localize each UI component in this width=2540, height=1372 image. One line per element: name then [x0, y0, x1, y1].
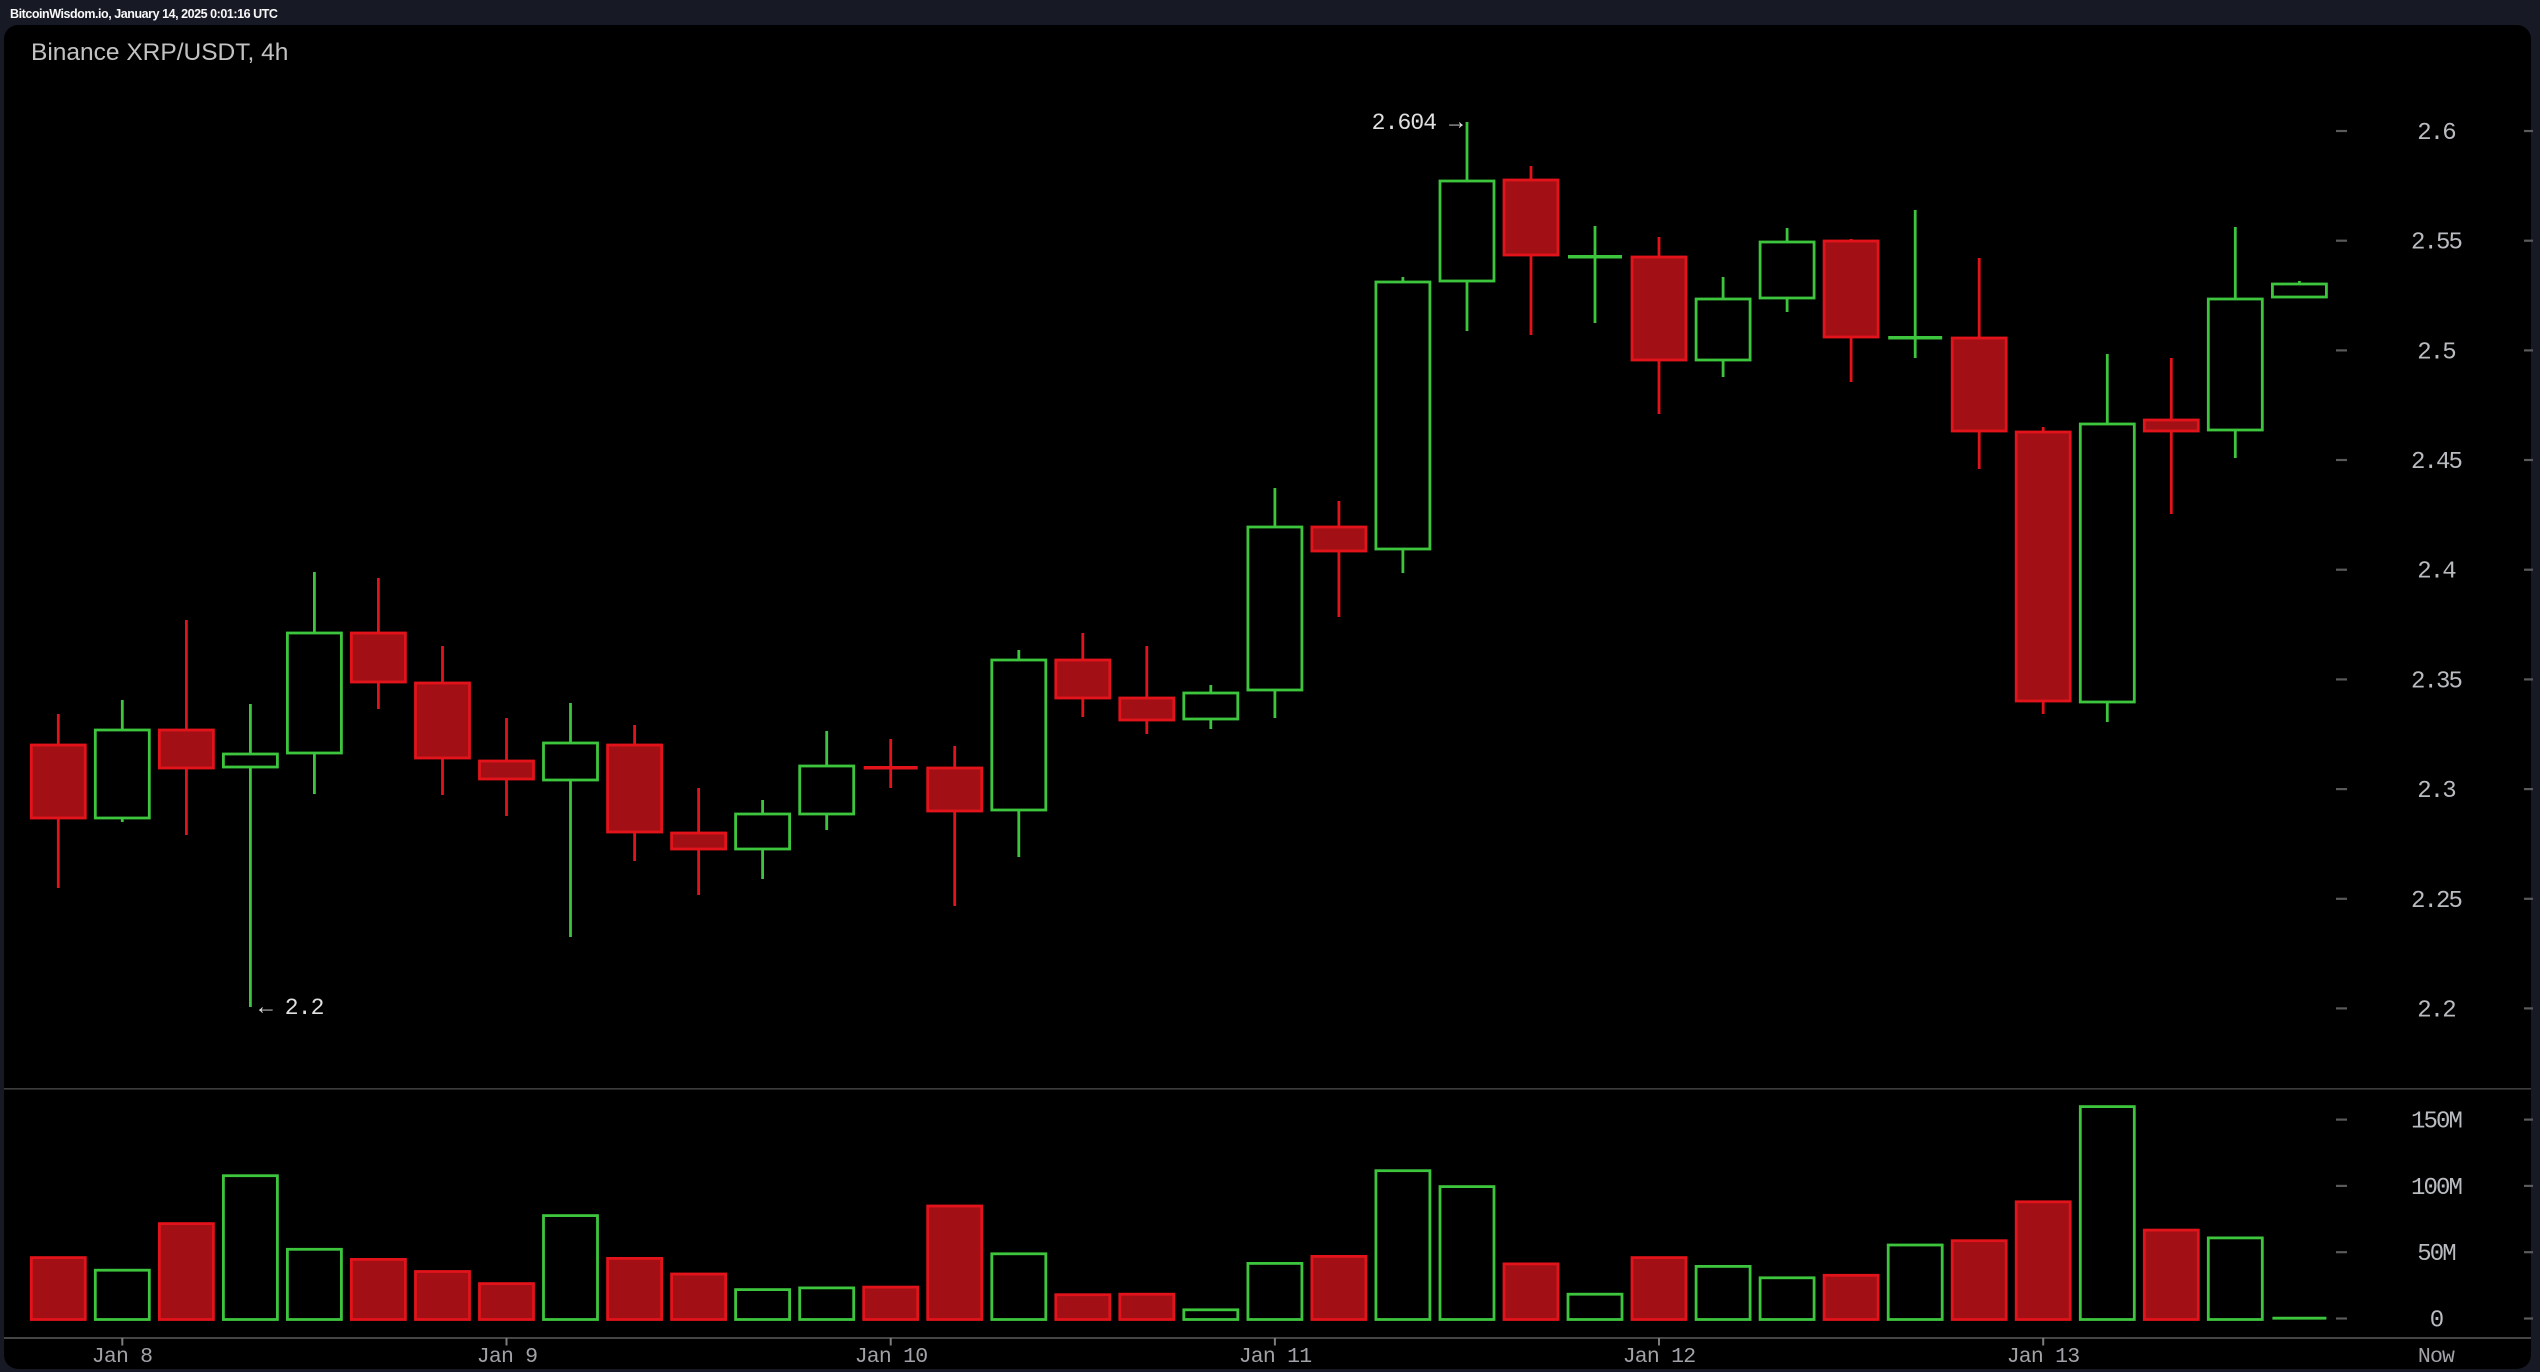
svg-text:2.35: 2.35 — [2411, 668, 2462, 695]
svg-text:← 2.2: ← 2.2 — [259, 995, 324, 1021]
svg-text:2.6: 2.6 — [2417, 120, 2455, 147]
svg-text:Jan 13: Jan 13 — [2007, 1345, 2080, 1369]
svg-text:2.4: 2.4 — [2417, 559, 2456, 586]
svg-text:2.45: 2.45 — [2411, 449, 2462, 476]
svg-text:2.5: 2.5 — [2417, 339, 2455, 366]
svg-text:0: 0 — [2430, 1308, 2443, 1335]
svg-text:Jan 10: Jan 10 — [855, 1345, 928, 1369]
svg-text:2.55: 2.55 — [2411, 230, 2462, 257]
svg-text:Jan 8: Jan 8 — [92, 1345, 153, 1369]
svg-text:2.25: 2.25 — [2411, 888, 2462, 915]
svg-text:Jan 12: Jan 12 — [1623, 1345, 1696, 1369]
svg-text:Now: Now — [2418, 1345, 2455, 1369]
svg-text:BitcoinWisdom.io, January 14,: BitcoinWisdom.io, January 14, 2025 0:01:… — [10, 7, 278, 21]
svg-text:2.604 →: 2.604 → — [1372, 110, 1463, 136]
svg-text:50M: 50M — [2417, 1241, 2455, 1268]
svg-text:Jan 11: Jan 11 — [1239, 1345, 1312, 1369]
svg-text:2.2: 2.2 — [2417, 997, 2455, 1024]
svg-text:2.3: 2.3 — [2417, 778, 2455, 805]
svg-text:Binance XRP/USDT, 4h: Binance XRP/USDT, 4h — [31, 39, 288, 66]
svg-text:150M: 150M — [2411, 1109, 2462, 1136]
svg-text:100M: 100M — [2411, 1175, 2462, 1202]
svg-text:Jan 9: Jan 9 — [477, 1345, 538, 1369]
